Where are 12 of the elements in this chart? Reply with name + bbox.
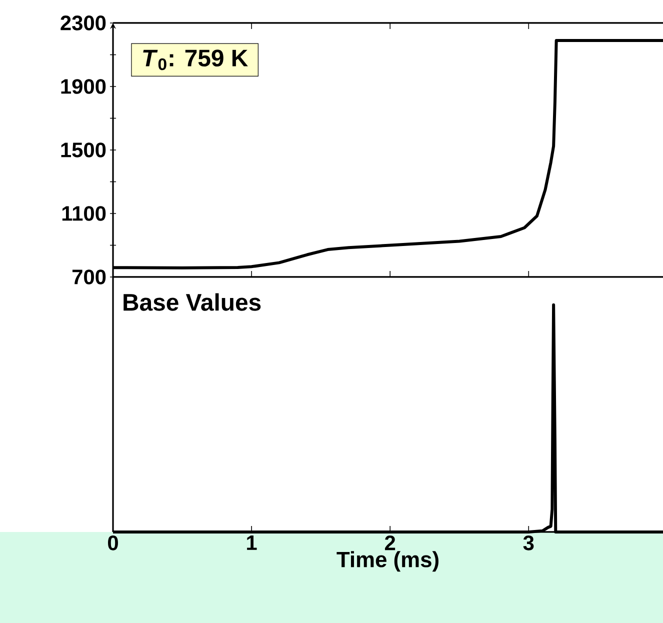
annotation: Base Values (124, 293, 261, 311)
y-tick-label: 1100 (62, 206, 106, 221)
x-tick-label: 3 (523, 536, 534, 550)
x-axis-title: Time (ms) (336, 551, 438, 572)
annotation: T$_{0}$: 759 K (143, 50, 248, 70)
x-tick-label: 1 (247, 536, 257, 550)
x-tick-label: 0 (108, 536, 118, 550)
y-tick-label: 1900 (61, 79, 106, 94)
y-tick-label: 700 (72, 270, 106, 284)
x-tick-label: 2 (384, 536, 396, 550)
y-tick-label: 1500 (61, 142, 106, 158)
y-tick-label: 2300 (60, 16, 106, 30)
